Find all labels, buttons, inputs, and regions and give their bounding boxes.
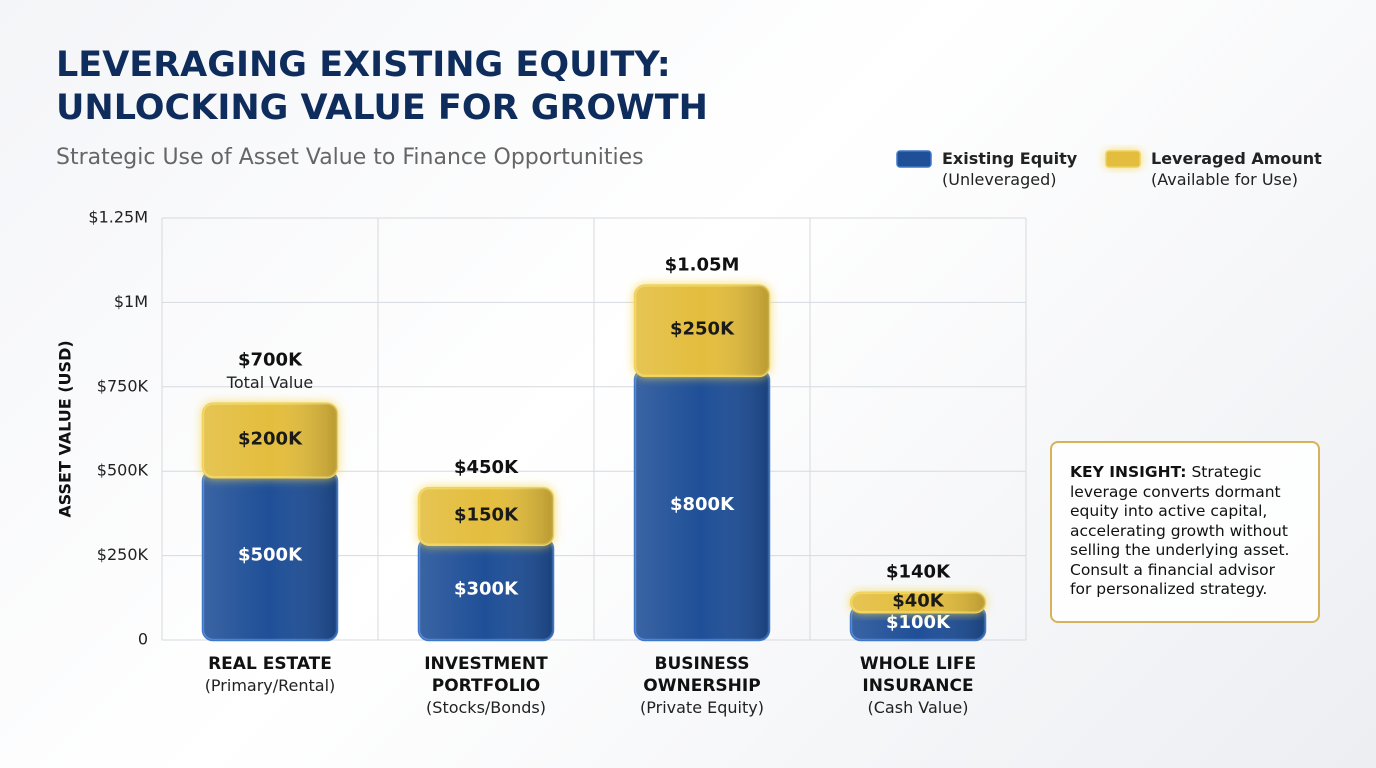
y-axis-label: ASSET VALUE (USD) — [56, 340, 75, 517]
legend-name: Existing Equity — [942, 149, 1078, 168]
bar-shade — [419, 488, 553, 545]
category-note: (Cash Value) — [867, 698, 969, 717]
insight-box: KEY INSIGHT: Strategic leverage converts… — [1050, 441, 1320, 623]
bar-shade — [203, 471, 337, 640]
total-label: $700K — [238, 350, 303, 371]
legend-swatch — [896, 150, 932, 168]
legend-item: Existing Equity (Unleveraged) — [942, 148, 1077, 190]
legend-note: (Unleveraged) — [942, 170, 1057, 189]
bar-shade — [635, 369, 769, 640]
legend-swatch-group — [1105, 150, 1141, 168]
bar-segment-group — [849, 604, 987, 642]
chart-subtitle: Strategic Use of Asset Value to Finance … — [56, 145, 644, 170]
y-tick-label: $1M — [114, 292, 148, 311]
category-label: WHOLE LIFE INSURANCE (Cash Value) — [833, 653, 1003, 719]
total-label: $450K — [454, 457, 519, 478]
category-name: REAL ESTATE — [208, 654, 332, 674]
value-label: $300K — [454, 578, 519, 599]
category-label: REAL ESTATE (Primary/Rental) — [185, 653, 355, 697]
value-label: $500K — [238, 545, 303, 566]
value-label: $100K — [886, 612, 951, 633]
category-note: (Stocks/Bonds) — [426, 698, 546, 717]
legend-swatch — [1105, 150, 1141, 168]
total-note: Total Value — [226, 373, 313, 392]
value-label: $40K — [892, 590, 945, 611]
bar-segment-group — [201, 402, 339, 479]
value-label: $250K — [670, 319, 735, 340]
category-name: INVESTMENT PORTFOLIO — [424, 654, 548, 696]
bar-shade — [851, 592, 985, 613]
total-label: $1.05M — [665, 255, 740, 276]
bar-segment-group — [417, 537, 555, 642]
category-label: INVESTMENT PORTFOLIO (Stocks/Bonds) — [401, 653, 571, 719]
category-name: WHOLE LIFE INSURANCE — [859, 654, 977, 696]
legend-swatch-group — [896, 150, 932, 168]
legend-name: Leveraged Amount — [1151, 149, 1322, 168]
category-name: BUSINESS OWNERSHIP — [643, 654, 761, 696]
category-label: BUSINESS OWNERSHIP (Private Equity) — [617, 653, 787, 719]
legend-item: Leveraged Amount (Available for Use) — [1151, 148, 1322, 190]
bar-segment-group — [633, 368, 771, 642]
value-label: $150K — [454, 504, 519, 525]
bar-shade — [203, 403, 337, 478]
y-tick-label: $1.25M — [88, 208, 148, 227]
insight-label: KEY INSIGHT: — [1070, 463, 1187, 481]
bar-shade — [419, 538, 553, 640]
chart-title: LEVERAGING EXISTING EQUITY: UNLOCKING VA… — [56, 45, 708, 128]
value-label: $800K — [670, 494, 735, 515]
category-note: (Private Equity) — [640, 698, 764, 717]
y-tick-label: $500K — [97, 461, 149, 480]
insight-text: Strategic leverage converts dormant equi… — [1070, 463, 1290, 598]
total-label: $140K — [886, 562, 951, 583]
y-tick-label: $250K — [97, 545, 149, 564]
value-label: $200K — [238, 428, 303, 449]
y-tick-label: $750K — [97, 376, 149, 395]
legend-note: (Available for Use) — [1151, 170, 1298, 189]
bar-shade — [851, 606, 985, 640]
bar-segment-group — [417, 486, 555, 546]
category-note: (Primary/Rental) — [204, 676, 336, 695]
y-tick-label: 0 — [138, 630, 148, 649]
bar-segment-group — [633, 284, 771, 378]
bar-segment-group — [849, 591, 987, 614]
bar-shade — [635, 285, 769, 376]
